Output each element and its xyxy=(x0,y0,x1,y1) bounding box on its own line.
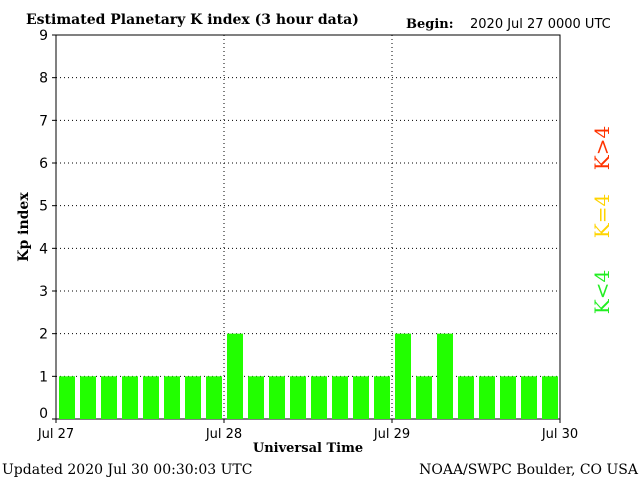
y-tick-label: 1 xyxy=(39,369,48,385)
kp-bar xyxy=(542,376,558,419)
x-tick-label: Jul 29 xyxy=(373,427,410,442)
kp-bar xyxy=(227,333,243,419)
y-tick-label: 5 xyxy=(39,199,48,215)
kp-bar xyxy=(416,376,432,419)
y-axis-label: Kp index xyxy=(16,192,32,262)
kp-bar xyxy=(80,376,96,419)
plot-frame xyxy=(55,34,561,420)
credit-text: NOAA/SWPC Boulder, CO USA xyxy=(419,462,639,478)
kp-bar xyxy=(122,376,138,419)
y-tick-label: 6 xyxy=(39,156,48,172)
begin-value: 2020 Jul 27 0000 UTC xyxy=(470,17,611,32)
kp-bar xyxy=(290,376,306,419)
kp-bar xyxy=(143,376,159,419)
kp-bar xyxy=(59,376,75,419)
kp-bar xyxy=(311,376,327,419)
y-tick-label: 2 xyxy=(39,327,48,343)
kp-bar xyxy=(353,376,369,419)
x-tick-labels: Jul 27 Jul 28 Jul 29 Jul 30 xyxy=(37,419,578,442)
x-tick-label: Jul 27 xyxy=(37,427,74,442)
kp-bar xyxy=(206,376,222,419)
grid-lines xyxy=(56,35,560,419)
y-tick-label: 9 xyxy=(39,28,48,44)
legend-k-greater-4: K>4 xyxy=(590,126,614,170)
y-tick-label: 4 xyxy=(39,241,48,257)
begin-label: Begin: xyxy=(406,17,454,32)
kp-bar xyxy=(269,376,285,419)
y-tick-label: 3 xyxy=(39,284,48,300)
kp-bar xyxy=(101,376,117,419)
kp-bar xyxy=(248,376,264,419)
kp-bar xyxy=(479,376,495,419)
x-axis-label: Universal Time xyxy=(253,441,363,456)
kp-bar xyxy=(374,376,390,419)
y-tick-labels: 0 1 2 3 4 5 6 7 8 9 xyxy=(39,28,56,422)
kp-bar xyxy=(500,376,516,419)
kp-bar xyxy=(458,376,474,419)
kp-bar xyxy=(437,333,453,419)
y-tick-label: 7 xyxy=(39,113,48,129)
kp-bar xyxy=(185,376,201,419)
y-tick-label: 8 xyxy=(39,71,48,87)
legend-k-less-4: K<4 xyxy=(590,270,614,314)
kp-bar xyxy=(521,376,537,419)
kp-bar xyxy=(395,333,411,419)
kp-bars xyxy=(59,333,558,419)
x-tick-label: Jul 30 xyxy=(541,427,578,442)
x-tick-label: Jul 28 xyxy=(205,427,242,442)
updated-timestamp: Updated 2020 Jul 30 00:30:03 UTC xyxy=(2,462,252,478)
kp-bar xyxy=(332,376,348,419)
chart-title: Estimated Planetary K index (3 hour data… xyxy=(26,12,359,28)
legend-k-equal-4: K=4 xyxy=(590,194,614,238)
y-tick-label: 0 xyxy=(39,406,48,422)
kp-bar xyxy=(164,376,180,419)
